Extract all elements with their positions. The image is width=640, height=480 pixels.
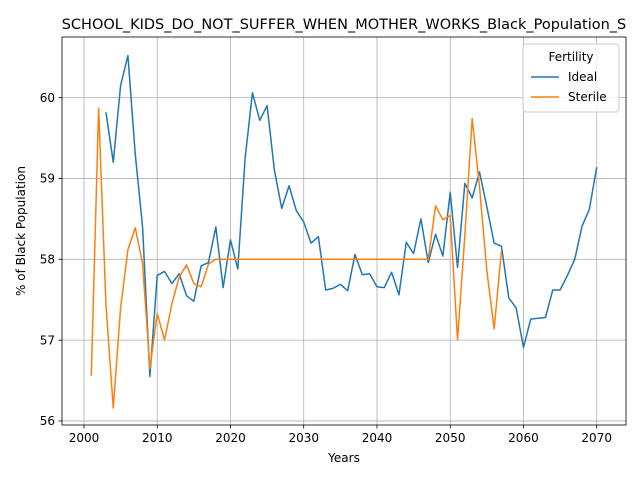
series-lines [90, 54, 598, 409]
y-tick-label: 59 [40, 172, 55, 186]
y-tick-label: 58 [40, 252, 55, 266]
x-tick-label: 2010 [142, 431, 173, 445]
y-tick-label: 57 [40, 333, 55, 347]
y-tick-label: 56 [40, 414, 55, 428]
y-axis-title: % of Black Population [14, 166, 28, 296]
legend: Fertility Ideal Sterile [522, 43, 620, 113]
x-tick-label: 2030 [288, 431, 319, 445]
x-tick-label: 2040 [362, 431, 393, 445]
legend-title: Fertility [548, 50, 593, 64]
y-axis-ticks: 56 57 58 59 60 [40, 91, 62, 428]
x-tick-label: 2050 [435, 431, 466, 445]
x-axis-ticks: 2000 2010 2020 2030 2040 2050 2060 2070 [69, 425, 612, 445]
series-line-sterile [90, 107, 503, 409]
legend-items: Ideal Sterile [531, 70, 607, 104]
plot-frame [61, 36, 627, 426]
legend-label-sterile: Sterile [568, 90, 607, 104]
x-axis-title: Years [327, 451, 360, 465]
legend-box [522, 43, 620, 113]
x-tick-label: 2070 [581, 431, 612, 445]
y-tick-label: 60 [40, 91, 55, 105]
chart-title: SCHOOL_KIDS_DO_NOT_SUFFER_WHEN_MOTHER_WO… [62, 17, 627, 33]
x-tick-label: 2020 [215, 431, 246, 445]
x-tick-label: 2000 [69, 431, 100, 445]
legend-label-ideal: Ideal [568, 70, 597, 84]
series-line-ideal [105, 54, 598, 378]
x-tick-label: 2060 [508, 431, 539, 445]
